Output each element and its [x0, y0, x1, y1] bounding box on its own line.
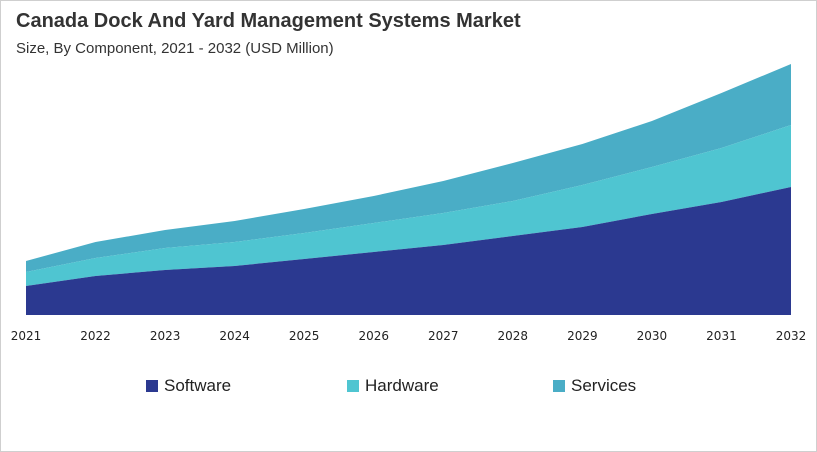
legend-label-services: Services	[571, 376, 637, 395]
x-tick-label: 2022	[80, 329, 111, 343]
legend-label-hardware: Hardware	[365, 376, 439, 395]
x-tick-label: 2021	[11, 329, 42, 343]
legend-swatch-software	[146, 380, 158, 392]
area-software	[26, 187, 791, 315]
legend: Software Hardware Services	[0, 376, 817, 398]
x-tick-label: 2030	[637, 329, 668, 343]
x-tick-label: 2023	[150, 329, 181, 343]
x-tick-label: 2029	[567, 329, 598, 343]
x-tick-label: 2025	[289, 329, 320, 343]
area-hardware	[26, 125, 791, 286]
legend-item-hardware: Hardware	[347, 376, 439, 396]
area-services	[26, 64, 791, 272]
x-tick-label: 2026	[358, 329, 389, 343]
legend-item-services: Services	[553, 376, 636, 396]
legend-item-software: Software	[146, 376, 231, 396]
legend-label-software: Software	[164, 376, 232, 395]
legend-swatch-services	[553, 380, 565, 392]
x-tick-label: 2032	[776, 329, 807, 343]
x-tick-label: 2028	[498, 329, 529, 343]
x-tick-label: 2031	[706, 329, 737, 343]
chart-title: Canada Dock And Yard Management Systems …	[16, 10, 521, 32]
x-tick-label: 2024	[219, 329, 250, 343]
x-tick-label: 2027	[428, 329, 459, 343]
chart-subtitle: Size, By Component, 2021 - 2032 (USD Mil…	[16, 40, 334, 57]
legend-swatch-hardware	[347, 380, 359, 392]
